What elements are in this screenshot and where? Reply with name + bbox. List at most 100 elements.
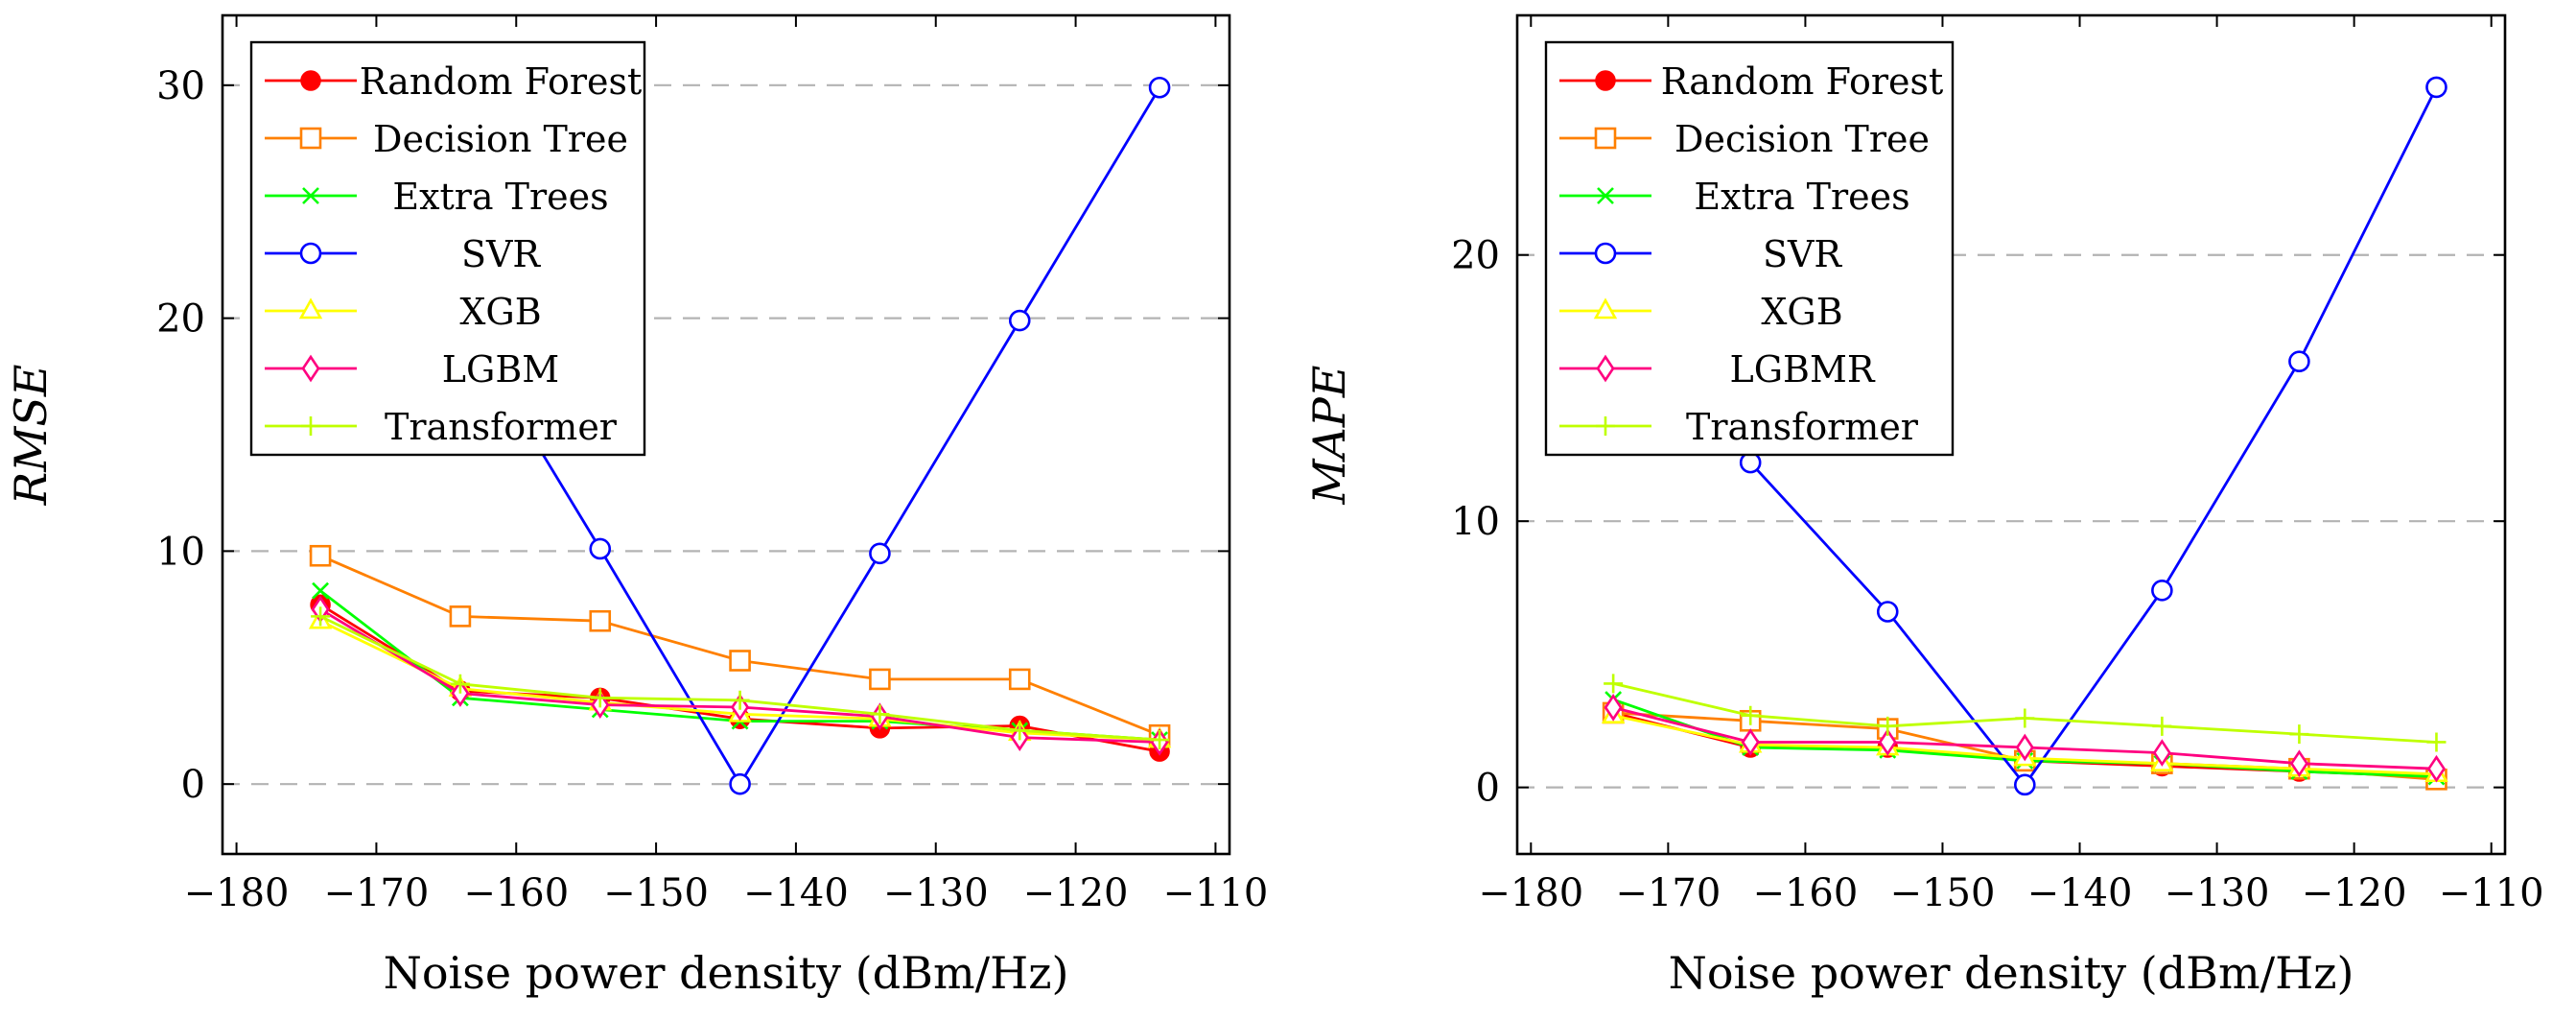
legend-label: Decision Tree	[1674, 118, 1930, 160]
rmse-chart: −180 −170 −160 −150 −140 −130 −120 −110 0 10 20 30 N…	[5, 13, 1268, 999]
y-tick-label: 0	[1476, 767, 1500, 811]
y-tick-label: 10	[1451, 500, 1500, 544]
data-point	[1741, 705, 1761, 725]
x-tick-label: −120	[2302, 871, 2407, 915]
data-point	[729, 772, 751, 795]
legend-label: Random Forest	[360, 60, 643, 103]
series-group	[1601, 76, 2448, 796]
data-point	[2289, 749, 2308, 778]
data-point	[2152, 716, 2172, 736]
legend-marker	[301, 416, 320, 436]
data-point	[2425, 76, 2447, 99]
data-point	[2289, 724, 2309, 745]
data-point	[730, 690, 750, 710]
x-axis-label: Noise power density (dBm/Hz)	[1669, 947, 2354, 999]
legend-label: LGBMR	[1729, 348, 1875, 391]
legend-label: XGB	[1761, 291, 1842, 333]
plot-frame	[1515, 13, 2507, 856]
x-tick-label: −160	[1752, 871, 1858, 915]
mape-chart: −180 −170 −160 −150 −140 −130 −120 −110 0 10 20 Noi…	[1303, 13, 2544, 999]
legend-label: SVR	[461, 233, 541, 275]
x-tick-label: −110	[2439, 871, 2544, 915]
legend-label: Random Forest	[1661, 60, 1944, 103]
data-point	[1604, 694, 1623, 722]
legend-marker	[1595, 70, 1616, 91]
legend-item: SVR	[1559, 233, 1842, 275]
y-tick-label: 20	[156, 297, 205, 342]
x-tick-label: −170	[323, 871, 429, 915]
legend-item: XGB	[265, 291, 542, 333]
data-point	[1008, 309, 1031, 332]
legend-marker	[1597, 187, 1614, 204]
x-tick-label: −140	[743, 871, 849, 915]
data-point	[449, 605, 472, 628]
legend-item: Transformer	[1559, 406, 1919, 448]
plot-frame	[221, 13, 1231, 856]
legend-label: Extra Trees	[1694, 176, 1909, 218]
data-point	[450, 674, 470, 694]
legend-marker	[300, 70, 321, 91]
legend-label: Transformer	[385, 406, 618, 448]
legend-label: Transformer	[1686, 406, 1919, 448]
data-point	[869, 542, 891, 565]
data-point	[311, 606, 331, 627]
data-point	[1604, 674, 1624, 694]
data-point	[1876, 601, 1899, 623]
data-point	[870, 704, 890, 724]
grid-lines	[222, 83, 1229, 786]
legend-marker	[1594, 127, 1617, 150]
data-point	[1010, 721, 1030, 741]
data-point	[590, 688, 610, 708]
axis-ticks: −180 −170 −160 −150 −140 −130 −120 −110 0 10 20 30	[156, 15, 1268, 915]
legend-marker	[299, 242, 322, 265]
legend-marker	[1594, 242, 1617, 265]
x-axis-label: Noise power density (dBm/Hz)	[384, 947, 1069, 999]
data-point	[2015, 708, 2035, 728]
data-point	[1741, 728, 1760, 756]
legend-marker	[1596, 416, 1615, 436]
legend-marker	[299, 127, 322, 150]
legend-item: Random Forest	[265, 60, 642, 103]
legend-item: Extra Trees	[1559, 176, 1910, 218]
legend-item: Random Forest	[1559, 60, 1943, 103]
x-tick-label: −130	[2165, 871, 2270, 915]
x-tick-label: −120	[1023, 871, 1129, 915]
y-tick-label: 0	[181, 763, 205, 807]
y-tick-label: 30	[156, 64, 205, 108]
data-point	[309, 544, 332, 567]
x-tick-label: −180	[184, 871, 290, 915]
legend-marker	[302, 187, 319, 204]
x-tick-label: −140	[2027, 871, 2133, 915]
data-point	[2152, 739, 2171, 767]
axis-ticks: −180 −170 −160 −150 −140 −130 −120 −110 0 10 20	[1451, 15, 2544, 915]
data-point	[1878, 716, 1898, 736]
legend: Random Forest Decision Tree Extra Trees SVR…	[1544, 40, 1955, 457]
data-point	[2151, 580, 2173, 602]
data-point	[589, 609, 612, 632]
data-point	[312, 581, 330, 600]
legend-label: Decision Tree	[373, 118, 628, 160]
data-point	[1878, 728, 1897, 756]
x-tick-label: −180	[1478, 871, 1583, 915]
legend-label: SVR	[1763, 233, 1842, 275]
data-point	[2015, 733, 2034, 762]
data-point	[2426, 732, 2447, 752]
legend-label: XGB	[459, 291, 541, 333]
legend-item: Decision Tree	[265, 118, 628, 160]
series-lgbmr	[1604, 694, 2447, 783]
legend-item: XGB	[1559, 291, 1843, 333]
x-tick-label: −160	[463, 871, 569, 915]
data-point	[589, 537, 612, 560]
legend-item: LGBM	[265, 348, 559, 391]
legend-label: LGBM	[442, 348, 559, 391]
data-point	[1150, 730, 1170, 750]
series-transformer	[1604, 674, 2447, 752]
data-point	[729, 650, 751, 672]
series-decision-tree	[309, 544, 1171, 746]
y-axis-label: RMSE	[5, 365, 57, 507]
legend-marker	[301, 354, 320, 383]
legend-label: Extra Trees	[392, 176, 608, 218]
legend-marker	[298, 297, 323, 320]
y-axis-label: MAPE	[1303, 366, 1355, 506]
